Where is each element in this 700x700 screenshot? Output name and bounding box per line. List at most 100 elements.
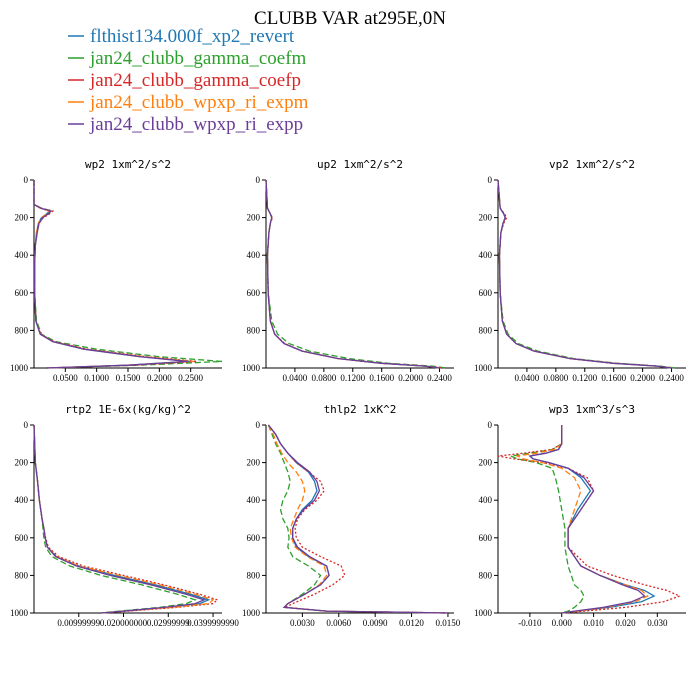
legend-label: jan24_clubb_wpxp_ri_expp [89,114,303,135]
legend-label: jan24_clubb_gamma_coefm [89,48,307,69]
x-tick-label: 0.0399999990 [187,618,239,628]
x-tick-label: 0.0800 [543,373,568,383]
series-line [33,180,197,369]
legend-entry: flthist134.000f_xp2_revert [68,26,295,47]
series-line [33,180,194,369]
y-tick-label: 200 [247,458,261,468]
chart-panel: wp3 1xm^3/s^3 0 200 400 600 800 1000 -0.010 0.00… [474,403,686,628]
series-line [267,424,448,614]
y-tick-label: 200 [15,213,29,223]
chart-panel: wp2 1xm^2/s^2 0 200 400 600 800 1000 0.0500 0.10… [10,158,223,383]
series-line [497,179,672,369]
series-line [265,179,447,369]
panel-title: rtp2 1E-6x(kg/kg)^2 [65,403,191,416]
y-tick-label: 1000 [474,608,493,618]
y-tick-label: 1000 [242,363,261,373]
x-tick-label: 0.1200 [572,373,597,383]
x-tick-label: 0.0400 [515,373,540,383]
x-tick-label: 0.0090 [363,618,388,628]
y-tick-label: 600 [15,288,29,298]
y-tick-label: 800 [247,325,261,335]
x-tick-label: 0.030 [647,618,668,628]
x-tick-label: 0.020000000 [100,618,148,628]
series-line [508,425,585,614]
y-tick-label: 800 [15,325,29,335]
y-tick-label: 400 [479,495,493,505]
panel-title: up2 1xm^2/s^2 [317,158,403,171]
y-tick-label: 0 [488,420,493,430]
x-tick-label: 0.2000 [630,373,655,383]
series-line [33,424,206,614]
y-tick-label: 1000 [10,608,29,618]
x-tick-label: 0.1500 [116,373,141,383]
y-tick-label: 800 [247,570,261,580]
legend-label: flthist134.000f_xp2_revert [90,26,295,47]
x-tick-label: 0.1600 [369,373,394,383]
y-tick-label: 400 [15,250,29,260]
y-tick-label: 600 [247,288,261,298]
series-line [33,180,191,369]
y-tick-label: 0 [256,420,261,430]
series-line [497,425,682,614]
series-line [267,424,448,614]
series-line [528,425,646,614]
x-tick-label: -0.010 [518,618,542,628]
series-line [33,180,188,369]
series-line [528,425,656,614]
x-tick-label: 0.020 [615,618,636,628]
series-line [497,179,672,369]
series-line [33,424,211,614]
x-tick-label: 0.0150 [436,618,461,628]
x-tick-label: 0.0120 [399,618,424,628]
legend-entry: jan24_clubb_wpxp_ri_expp [68,114,303,135]
x-tick-label: 0.02999999 [147,618,190,628]
series-line [497,179,672,369]
series-line [497,179,672,369]
chart-panel: vp2 1xm^2/s^2 0 200 400 600 800 1000 0.0400 0.08… [474,158,686,383]
x-tick-label: 0.0400 [283,373,308,383]
y-tick-label: 600 [479,288,493,298]
x-tick-label: 0.0500 [53,373,78,383]
legend-entry: jan24_clubb_gamma_coefp [68,70,301,91]
x-tick-label: 0.1000 [84,373,109,383]
legend-label: jan24_clubb_wpxp_ri_expm [89,92,309,113]
series-line [265,179,440,369]
series-line [267,424,448,614]
series-line [267,424,448,614]
x-tick-label: 0.010 [583,618,604,628]
series-line [265,179,440,369]
panel-title: vp2 1xm^2/s^2 [549,158,635,171]
y-tick-label: 600 [247,533,261,543]
x-tick-label: 0.2000 [147,373,172,383]
panel-title: wp3 1xm^3/s^3 [549,403,635,416]
panel-title: thlp2 1xK^2 [324,403,397,416]
series-line [497,179,676,369]
series-line [33,424,215,614]
y-tick-label: 400 [479,250,493,260]
series-line [33,180,223,369]
series-line [265,179,440,369]
y-tick-label: 0 [24,175,29,185]
y-tick-label: 200 [479,213,493,223]
legend-label: jan24_clubb_gamma_coefp [89,70,301,91]
series-line [514,425,649,614]
legend-entry: jan24_clubb_gamma_coefm [68,48,307,69]
x-tick-label: 0.0030 [290,618,315,628]
chart-panel: thlp2 1xK^2 0 200 400 600 800 1000 0.0030 0.0060… [242,403,461,628]
series-line [267,424,448,614]
legend-entry: jan24_clubb_wpxp_ri_expm [68,92,309,113]
x-tick-label: 0.2000 [398,373,423,383]
chart-panel: rtp2 1E-6x(kg/kg)^2 0 200 400 600 800 1000 0.00… [10,403,239,628]
y-tick-label: 1000 [474,363,493,373]
series-line [33,424,198,614]
y-tick-label: 200 [15,458,29,468]
figure-title: CLUBB VAR at295E,0N [254,8,446,29]
y-tick-label: 600 [479,533,493,543]
y-tick-label: 400 [15,495,29,505]
y-tick-label: 0 [256,175,261,185]
x-tick-label: 0.0800 [311,373,336,383]
legend: flthist134.000f_xp2_revertjan24_clubb_ga… [68,26,309,135]
x-tick-label: 0.00999999 [57,618,100,628]
panels: wp2 1xm^2/s^2 0 200 400 600 800 1000 0.0500 0.10… [10,158,686,628]
